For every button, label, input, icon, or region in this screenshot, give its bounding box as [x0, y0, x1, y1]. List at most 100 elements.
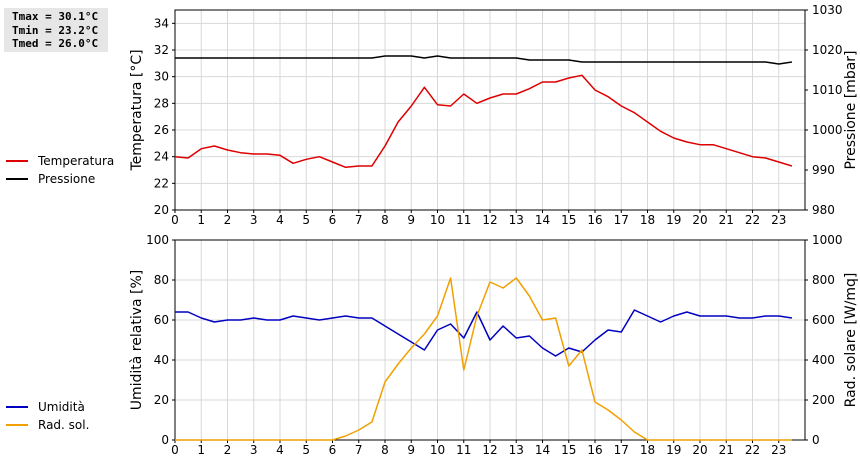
x-tick-label: 3 — [250, 213, 258, 227]
y-tick-label: 60 — [154, 313, 169, 327]
tmed-text: Tmed = 26.0°C — [12, 37, 99, 50]
x-tick-label: 20 — [692, 213, 707, 227]
legend-item-umidita: Umidità — [6, 398, 89, 416]
x-tick-label: 9 — [407, 443, 415, 457]
y-tick-label: 40 — [154, 353, 169, 367]
y2-axis-title: Pressione [mbar] — [843, 50, 859, 169]
legend-swatch-radsol — [6, 424, 28, 426]
series-line-umidit- — [175, 309, 793, 357]
y2-tick-label: 800 — [812, 273, 835, 287]
y2-tick-label: 1000 — [812, 123, 843, 137]
x-tick-label: 7 — [355, 213, 363, 227]
x-tick-label: 21 — [719, 213, 734, 227]
x-tick-label: 23 — [771, 443, 786, 457]
y-tick-label: 0 — [161, 433, 169, 447]
x-tick-label: 16 — [587, 213, 602, 227]
legend-top: Temperatura Pressione — [6, 152, 114, 188]
legend-item-temperatura: Temperatura — [6, 152, 114, 170]
x-tick-label: 21 — [719, 443, 734, 457]
x-tick-label: 8 — [381, 213, 389, 227]
y2-axis-title: Rad. solare [W/mq] — [843, 273, 859, 408]
y2-tick-label: 980 — [812, 203, 835, 217]
x-tick-label: 5 — [302, 443, 310, 457]
y-tick-label: 20 — [154, 203, 169, 217]
x-tick-label: 6 — [329, 213, 337, 227]
chart-1: 0 1 2 3 4 5 6 7 8 9 10 11 12 13 14 15 16 17 18 19 20 21 22 2320… — [129, 3, 859, 227]
y2-tick-label: 200 — [812, 393, 835, 407]
y-tick-label: 80 — [154, 273, 169, 287]
stats-box: Tmax = 30.1°C Tmin = 23.2°C Tmed = 26.0°… — [4, 8, 108, 52]
x-tick-label: 11 — [456, 443, 471, 457]
y-axis-title: Umidità relativa [%] — [129, 270, 145, 411]
x-tick-label: 0 — [171, 213, 179, 227]
legend-label-umidita: Umidità — [38, 400, 85, 414]
x-tick-label: 5 — [302, 213, 310, 227]
legend-label-temperatura: Temperatura — [38, 154, 115, 168]
y-tick-label: 30 — [154, 70, 169, 84]
x-tick-label: 18 — [640, 213, 655, 227]
series-line-rad-sol- — [175, 277, 792, 441]
legend-label-radsol: Rad. sol. — [38, 418, 90, 432]
x-tick-label: 22 — [745, 213, 760, 227]
x-tick-label: 16 — [587, 443, 602, 457]
legend-bottom: Umidità Rad. sol. — [6, 398, 89, 434]
x-tick-label: 4 — [276, 213, 284, 227]
x-tick-label: 1 — [197, 443, 205, 457]
x-tick-label: 20 — [692, 443, 707, 457]
chart-2: 0 1 2 3 4 5 6 7 8 9 10 11 12 13 14 15 16 17 18 19 20 21 22 2302… — [129, 233, 859, 457]
x-tick-label: 13 — [509, 213, 524, 227]
x-tick-label: 0 — [171, 443, 179, 457]
x-tick-label: 11 — [456, 213, 471, 227]
x-tick-label: 17 — [614, 213, 629, 227]
x-tick-label: 17 — [614, 443, 629, 457]
y-tick-label: 34 — [154, 16, 169, 30]
y2-tick-label: 1020 — [812, 43, 843, 57]
series-line-pressione — [175, 55, 793, 65]
x-tick-label: 14 — [535, 443, 550, 457]
tmin-text: Tmin = 23.2°C — [12, 23, 99, 37]
y2-tick-label: 1010 — [812, 83, 843, 97]
legend-swatch-temperatura — [6, 160, 28, 162]
legend-swatch-umidita — [6, 406, 28, 408]
y2-tick-label: 600 — [812, 313, 835, 327]
x-tick-label: 10 — [430, 443, 445, 457]
y-tick-label: 28 — [154, 96, 169, 110]
legend-swatch-pressione — [6, 178, 28, 180]
y-tick-label: 24 — [154, 150, 169, 164]
y2-tick-label: 0 — [812, 433, 820, 447]
x-tick-label: 2 — [224, 213, 232, 227]
y2-tick-label: 1000 — [812, 233, 843, 247]
x-tick-label: 22 — [745, 443, 760, 457]
legend-item-pressione: Pressione — [6, 170, 114, 188]
x-tick-label: 7 — [355, 443, 363, 457]
y2-tick-label: 1030 — [812, 3, 843, 17]
x-tick-label: 2 — [224, 443, 232, 457]
x-tick-label: 19 — [666, 443, 681, 457]
y-tick-label: 20 — [154, 393, 169, 407]
x-tick-label: 12 — [482, 213, 497, 227]
y-tick-label: 22 — [154, 176, 169, 190]
y-tick-label: 26 — [154, 123, 169, 137]
x-tick-label: 15 — [561, 213, 576, 227]
x-tick-label: 10 — [430, 213, 445, 227]
x-tick-label: 4 — [276, 443, 284, 457]
x-tick-label: 3 — [250, 443, 258, 457]
y2-tick-label: 990 — [812, 163, 835, 177]
series-line-temperatura — [174, 74, 793, 169]
x-tick-label: 19 — [666, 213, 681, 227]
y-tick-label: 32 — [154, 43, 169, 57]
tmax-text: Tmax = 30.1°C — [12, 10, 99, 23]
x-tick-label: 1 — [197, 213, 205, 227]
y2-tick-label: 400 — [812, 353, 835, 367]
y-axis-title: Temperatura [°C] — [129, 49, 145, 171]
x-tick-label: 14 — [535, 213, 550, 227]
x-tick-label: 12 — [482, 443, 497, 457]
legend-label-pressione: Pressione — [38, 172, 96, 186]
legend-item-radsol: Rad. sol. — [6, 416, 89, 434]
x-tick-label: 9 — [407, 213, 415, 227]
x-tick-label: 18 — [640, 443, 655, 457]
x-tick-label: 15 — [561, 443, 576, 457]
x-tick-label: 6 — [329, 443, 337, 457]
x-tick-label: 13 — [509, 443, 524, 457]
